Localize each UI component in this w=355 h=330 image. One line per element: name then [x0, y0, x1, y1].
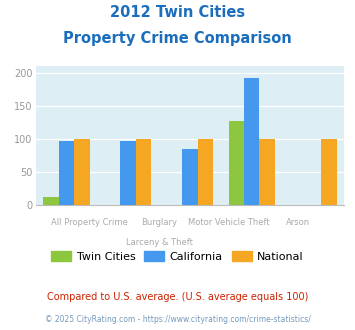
- Text: Property Crime Comparison: Property Crime Comparison: [63, 31, 292, 46]
- Bar: [244, 78, 260, 205]
- Bar: [229, 121, 244, 205]
- Text: Compared to U.S. average. (U.S. average equals 100): Compared to U.S. average. (U.S. average …: [47, 292, 308, 302]
- Bar: [43, 197, 59, 205]
- Legend: Twin Cities, California, National: Twin Cities, California, National: [47, 247, 308, 267]
- Text: Motor Vehicle Theft: Motor Vehicle Theft: [188, 218, 269, 227]
- Bar: [74, 139, 89, 205]
- Bar: [136, 139, 151, 205]
- Bar: [260, 139, 275, 205]
- Text: Larceny & Theft: Larceny & Theft: [126, 238, 192, 247]
- Bar: [198, 139, 213, 205]
- Text: © 2025 CityRating.com - https://www.cityrating.com/crime-statistics/: © 2025 CityRating.com - https://www.city…: [45, 315, 310, 324]
- Bar: [120, 141, 136, 205]
- Text: Arson: Arson: [286, 218, 310, 227]
- Text: All Property Crime: All Property Crime: [51, 218, 128, 227]
- Text: Burglary: Burglary: [141, 218, 177, 227]
- Bar: [182, 148, 198, 205]
- Bar: [321, 139, 337, 205]
- Bar: [59, 141, 74, 205]
- Text: 2012 Twin Cities: 2012 Twin Cities: [110, 5, 245, 20]
